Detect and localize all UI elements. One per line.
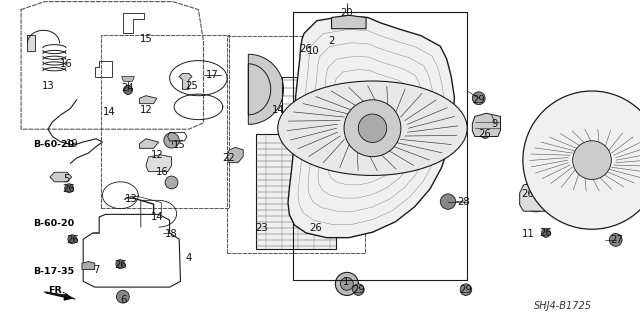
Circle shape	[116, 260, 125, 269]
Text: 24: 24	[122, 83, 134, 93]
Circle shape	[116, 290, 129, 303]
Text: 29: 29	[460, 285, 472, 295]
Circle shape	[340, 278, 353, 290]
Text: 22: 22	[223, 153, 236, 163]
Text: SHJ4-B1725: SHJ4-B1725	[534, 300, 592, 311]
Circle shape	[472, 92, 485, 105]
Polygon shape	[140, 96, 157, 104]
Text: 26: 26	[63, 184, 76, 194]
Text: 12: 12	[150, 150, 163, 160]
Polygon shape	[146, 155, 172, 172]
Text: 3: 3	[301, 110, 307, 120]
Circle shape	[522, 184, 550, 212]
Text: 9: 9	[492, 119, 498, 130]
Circle shape	[353, 284, 364, 295]
Circle shape	[335, 272, 358, 295]
Circle shape	[164, 133, 179, 148]
Text: 13: 13	[125, 194, 138, 204]
Text: 26: 26	[114, 260, 127, 270]
Text: 23: 23	[255, 223, 268, 233]
Polygon shape	[50, 172, 72, 182]
Text: 25: 25	[186, 81, 198, 91]
Text: 4: 4	[186, 253, 192, 263]
Polygon shape	[332, 15, 366, 29]
Circle shape	[301, 45, 310, 54]
Circle shape	[65, 184, 74, 193]
Text: 14: 14	[102, 107, 115, 117]
Text: 7: 7	[93, 264, 99, 275]
Polygon shape	[44, 292, 76, 299]
Circle shape	[524, 189, 532, 198]
Text: 28: 28	[458, 197, 470, 207]
Text: 16: 16	[156, 167, 168, 177]
Text: 13: 13	[42, 81, 54, 91]
Text: 29: 29	[472, 95, 485, 106]
Text: 5: 5	[63, 174, 69, 184]
Polygon shape	[140, 139, 159, 148]
Polygon shape	[301, 43, 323, 57]
Polygon shape	[227, 147, 243, 163]
Circle shape	[358, 114, 387, 143]
Polygon shape	[472, 113, 500, 137]
Text: 8: 8	[581, 103, 588, 114]
Text: 27: 27	[610, 235, 623, 245]
Circle shape	[523, 91, 640, 229]
Text: 21: 21	[530, 174, 543, 184]
Text: 11: 11	[522, 228, 534, 239]
Text: 18: 18	[165, 229, 178, 240]
Circle shape	[311, 224, 320, 233]
Text: B-60-20: B-60-20	[33, 140, 74, 149]
Text: 26: 26	[309, 223, 322, 233]
Circle shape	[481, 130, 490, 138]
Text: FR.: FR.	[48, 286, 66, 295]
Circle shape	[124, 85, 132, 94]
Polygon shape	[122, 77, 134, 81]
Polygon shape	[248, 54, 284, 124]
Circle shape	[68, 235, 77, 244]
Ellipse shape	[278, 81, 467, 175]
Text: 26: 26	[540, 228, 552, 238]
Circle shape	[573, 141, 611, 180]
Text: 15: 15	[140, 34, 152, 44]
Text: 14: 14	[150, 212, 163, 222]
Circle shape	[165, 176, 178, 189]
Polygon shape	[27, 35, 35, 51]
Text: 26: 26	[66, 235, 79, 245]
Circle shape	[440, 194, 456, 209]
Text: 10: 10	[307, 46, 320, 56]
Text: B-60-20: B-60-20	[33, 219, 74, 228]
Text: 1: 1	[342, 277, 349, 287]
Circle shape	[609, 234, 622, 246]
Text: 17: 17	[206, 70, 219, 80]
Circle shape	[541, 228, 550, 237]
Text: 14: 14	[272, 105, 285, 115]
Polygon shape	[288, 16, 454, 238]
Text: 29: 29	[352, 285, 365, 295]
Text: B-17-35: B-17-35	[33, 267, 74, 276]
Text: 20: 20	[340, 8, 353, 18]
Circle shape	[344, 100, 401, 157]
Bar	[256, 134, 336, 249]
Text: 26: 26	[300, 44, 312, 55]
Polygon shape	[520, 182, 552, 211]
Polygon shape	[179, 73, 192, 89]
Circle shape	[460, 284, 472, 295]
Text: 16: 16	[60, 59, 72, 69]
Text: 2: 2	[328, 35, 335, 46]
Text: 26: 26	[522, 189, 534, 199]
Text: 19: 19	[66, 139, 79, 149]
Text: 15: 15	[173, 140, 186, 150]
Text: 26: 26	[479, 129, 492, 139]
Text: 12: 12	[140, 105, 152, 115]
Text: 6: 6	[120, 295, 127, 305]
Polygon shape	[82, 262, 95, 270]
